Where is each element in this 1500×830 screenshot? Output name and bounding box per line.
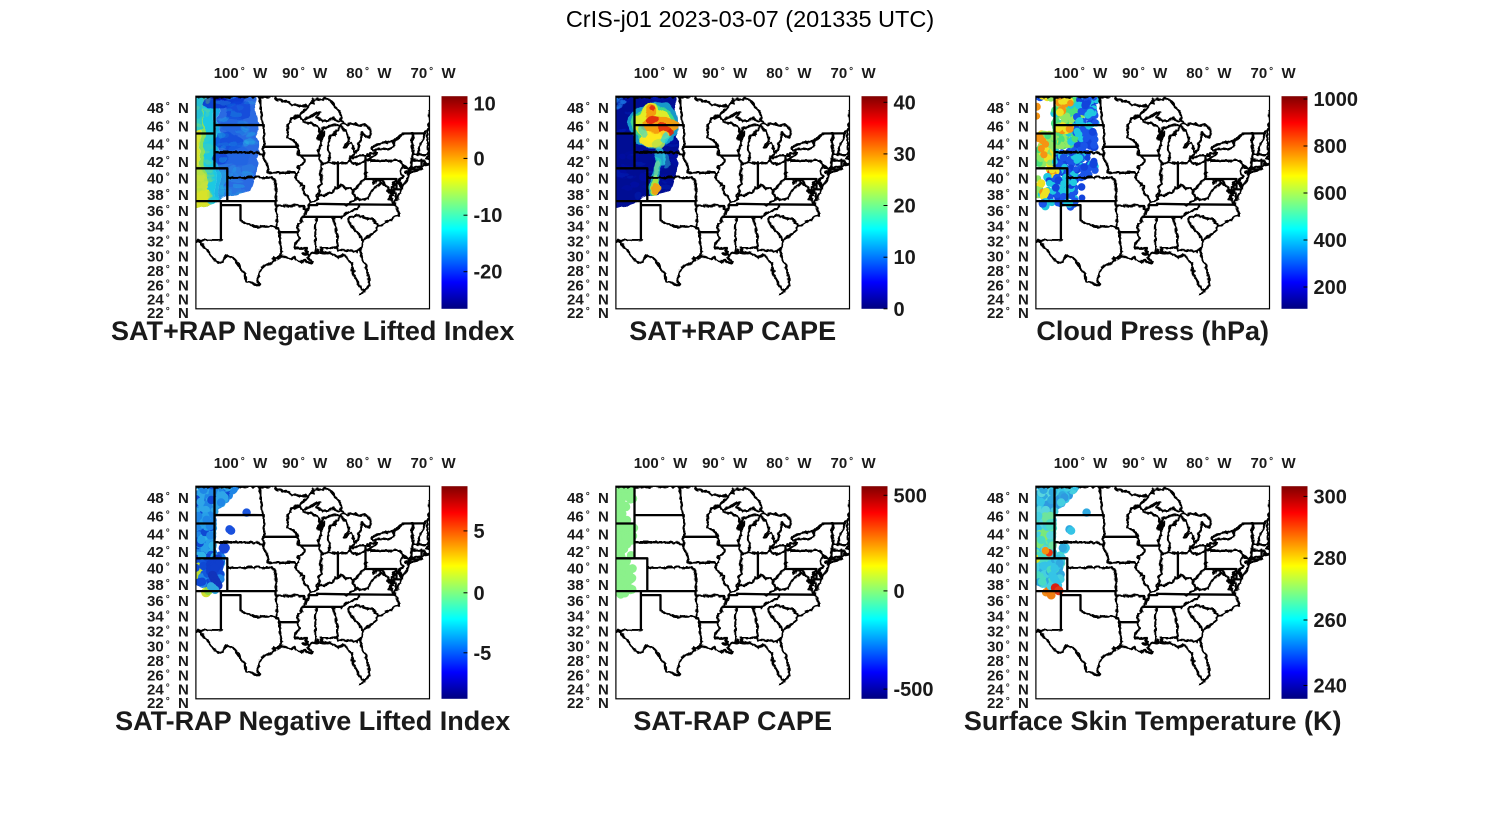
svg-text:-20: -20: [474, 262, 503, 284]
svg-text:30: 30: [894, 144, 916, 166]
svg-text:20: 20: [894, 196, 916, 218]
svg-text:SAT+RAP Negative Lifted Index: SAT+RAP Negative Lifted Index: [111, 316, 514, 346]
svg-text:10: 10: [894, 247, 916, 269]
svg-text:0: 0: [894, 299, 905, 321]
svg-text:200: 200: [1314, 277, 1347, 299]
svg-text:SAT-RAP CAPE: SAT-RAP CAPE: [633, 706, 832, 736]
svg-text:Surface Skin Temperature (K): Surface Skin Temperature (K): [964, 706, 1342, 736]
svg-text:Cloud Press (hPa): Cloud Press (hPa): [1036, 316, 1269, 346]
svg-text:-10: -10: [474, 205, 503, 227]
svg-text:400: 400: [1314, 230, 1347, 252]
svg-text:300: 300: [1314, 486, 1347, 508]
svg-text:0: 0: [894, 581, 905, 603]
svg-text:0: 0: [474, 583, 485, 605]
svg-text:280: 280: [1314, 548, 1347, 570]
svg-text:-5: -5: [474, 643, 492, 665]
svg-text:260: 260: [1314, 610, 1347, 632]
svg-text:800: 800: [1314, 136, 1347, 158]
svg-text:240: 240: [1314, 676, 1347, 698]
svg-text:500: 500: [894, 485, 927, 507]
svg-text:10: 10: [474, 93, 496, 115]
svg-text:0: 0: [474, 148, 485, 170]
svg-text:1000: 1000: [1314, 89, 1359, 111]
svg-text:CrIS-j01 2023-03-07 (201335 UT: CrIS-j01 2023-03-07 (201335 UTC): [566, 6, 934, 32]
svg-text:5: 5: [474, 521, 485, 543]
svg-text:600: 600: [1314, 183, 1347, 205]
svg-text:SAT+RAP CAPE: SAT+RAP CAPE: [629, 316, 836, 346]
svg-text:SAT-RAP Negative Lifted Index: SAT-RAP Negative Lifted Index: [115, 706, 510, 736]
svg-text:40: 40: [894, 92, 916, 114]
svg-text:-500: -500: [894, 679, 934, 701]
